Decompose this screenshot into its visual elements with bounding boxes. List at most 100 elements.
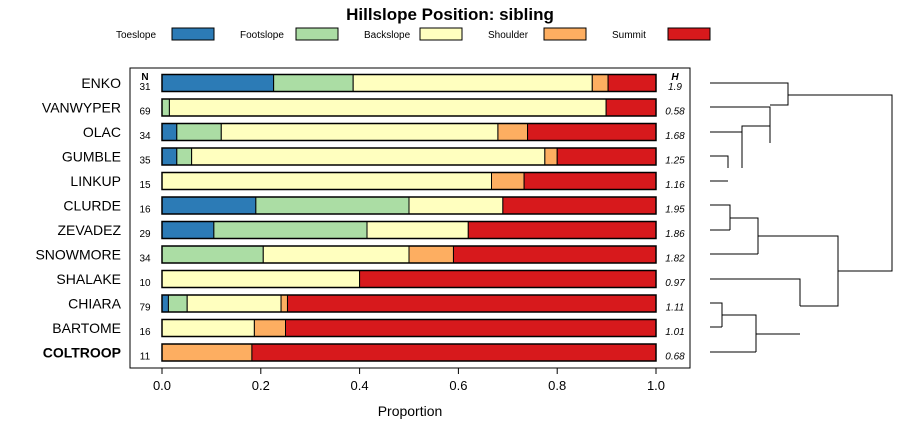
bar-segment-footslope bbox=[161, 245, 264, 264]
bar-segment-summit bbox=[605, 98, 657, 117]
n-value: 34 bbox=[139, 131, 151, 142]
bar-segment-footslope bbox=[161, 98, 170, 117]
bar-outline bbox=[161, 73, 657, 93]
x-tick-label: 0.8 bbox=[548, 378, 566, 393]
bar-segment-footslope bbox=[273, 74, 354, 92]
bar-segment-footslope bbox=[167, 294, 188, 313]
bar-segment-footslope bbox=[255, 196, 410, 215]
h-value: 1.9 bbox=[668, 82, 682, 93]
bar-segment-backslope bbox=[191, 147, 546, 166]
dendrogram-branch bbox=[710, 204, 731, 230]
bar-segment-shoulder bbox=[497, 123, 529, 141]
bar-outline bbox=[161, 294, 657, 313]
bar-outline bbox=[161, 318, 657, 338]
bar-segment-shoulder bbox=[544, 147, 558, 166]
x-tick-label: 0.4 bbox=[351, 378, 369, 393]
row-label: COLTROOP bbox=[43, 345, 121, 361]
n-value: 16 bbox=[139, 327, 151, 338]
h-value: 1.95 bbox=[665, 205, 685, 216]
legend-label-footslope: Footslope bbox=[240, 30, 284, 41]
dendrogram-branch bbox=[722, 314, 757, 352]
n-value: 31 bbox=[139, 82, 151, 93]
x-axis-label: Proportion bbox=[378, 403, 443, 419]
bar-segment-summit bbox=[607, 74, 657, 92]
bar-segment-toeslope bbox=[161, 147, 178, 166]
bar-outline bbox=[161, 245, 657, 264]
bar-segment-shoulder bbox=[408, 245, 454, 264]
x-tick-label: 0.0 bbox=[153, 378, 171, 393]
bar-segment-shoulder bbox=[280, 294, 288, 313]
bar-segment-backslope bbox=[168, 98, 607, 117]
bar-segment-footslope bbox=[176, 123, 222, 141]
row-label: LINKUP bbox=[70, 173, 121, 189]
bar-outline bbox=[161, 122, 657, 142]
bar-segment-toeslope bbox=[161, 123, 178, 141]
bar-segment-backslope bbox=[262, 245, 410, 264]
bar-segment-summit bbox=[359, 270, 657, 288]
legend-label-toeslope: Toeslope bbox=[116, 30, 156, 41]
row-label: ZEVADEZ bbox=[57, 222, 121, 238]
bar-segment-backslope bbox=[161, 172, 492, 190]
h-value: 0.68 bbox=[665, 352, 685, 363]
n-value: 16 bbox=[139, 205, 151, 216]
bar-outline bbox=[161, 171, 657, 191]
n-value: 34 bbox=[139, 254, 151, 265]
bar-outline bbox=[161, 269, 657, 289]
bar-segment-summit bbox=[523, 172, 657, 190]
bar-segment-summit bbox=[556, 147, 657, 166]
legend-swatch-toeslope bbox=[171, 27, 215, 41]
n-column-header: N bbox=[141, 72, 148, 83]
bar-outline bbox=[161, 98, 657, 117]
n-value: 15 bbox=[139, 180, 151, 191]
dendrogram-branch bbox=[710, 278, 801, 306]
bar-segment-toeslope bbox=[161, 74, 275, 92]
row-label: ENKO bbox=[81, 75, 121, 91]
bar-segment-shoulder bbox=[591, 74, 609, 92]
bar-segment-shoulder bbox=[161, 343, 253, 362]
bar-segment-backslope bbox=[352, 74, 593, 92]
chart-bars bbox=[161, 73, 657, 362]
h-value: 1.01 bbox=[665, 327, 684, 338]
n-value: 69 bbox=[139, 107, 151, 118]
h-value: 1.82 bbox=[665, 254, 685, 265]
row-label: SHALAKE bbox=[56, 271, 121, 287]
bar-outline bbox=[161, 343, 657, 362]
bar-segment-toeslope bbox=[161, 196, 257, 215]
dendrogram-root bbox=[788, 94, 893, 272]
dendrogram-branch bbox=[710, 302, 723, 327]
h-value: 1.68 bbox=[665, 131, 685, 142]
bar-outline bbox=[161, 147, 657, 166]
bar-segment-summit bbox=[251, 343, 657, 362]
bar-segment-footslope bbox=[176, 147, 193, 166]
bar-segment-summit bbox=[527, 123, 657, 141]
legend-label-shoulder: Shoulder bbox=[488, 30, 529, 41]
h-value: 0.97 bbox=[665, 278, 685, 289]
n-value: 35 bbox=[139, 156, 151, 167]
bar-outline bbox=[161, 196, 657, 215]
dendrogram bbox=[710, 82, 893, 353]
bar-segment-backslope bbox=[161, 270, 361, 288]
bar-segment-shoulder bbox=[490, 172, 525, 190]
bar-outline bbox=[161, 220, 657, 240]
row-label: CHIARA bbox=[68, 296, 122, 312]
row-label: GUMBLE bbox=[62, 149, 121, 165]
bar-segment-backslope bbox=[161, 319, 255, 337]
x-tick-label: 1.0 bbox=[647, 378, 665, 393]
h-value: 0.58 bbox=[665, 107, 685, 118]
legend-label-summit: Summit bbox=[612, 30, 646, 41]
h-value: 1.11 bbox=[666, 303, 685, 314]
row-label: BARTOME bbox=[52, 320, 121, 336]
row-label: SNOWMORE bbox=[35, 247, 121, 263]
n-value: 11 bbox=[140, 352, 151, 363]
n-value: 10 bbox=[139, 278, 151, 289]
bar-segment-toeslope bbox=[161, 221, 215, 239]
plot-frame bbox=[129, 67, 691, 369]
legend-swatch-summit bbox=[667, 27, 711, 41]
row-label: VANWYPER bbox=[42, 100, 121, 116]
legend-swatch-footslope bbox=[295, 27, 339, 41]
x-axis: 0.0 0.2 0.4 0.6 0.8 1.0 bbox=[153, 368, 665, 393]
h-value: 1.25 bbox=[665, 156, 685, 167]
bar-segment-backslope bbox=[366, 221, 469, 239]
